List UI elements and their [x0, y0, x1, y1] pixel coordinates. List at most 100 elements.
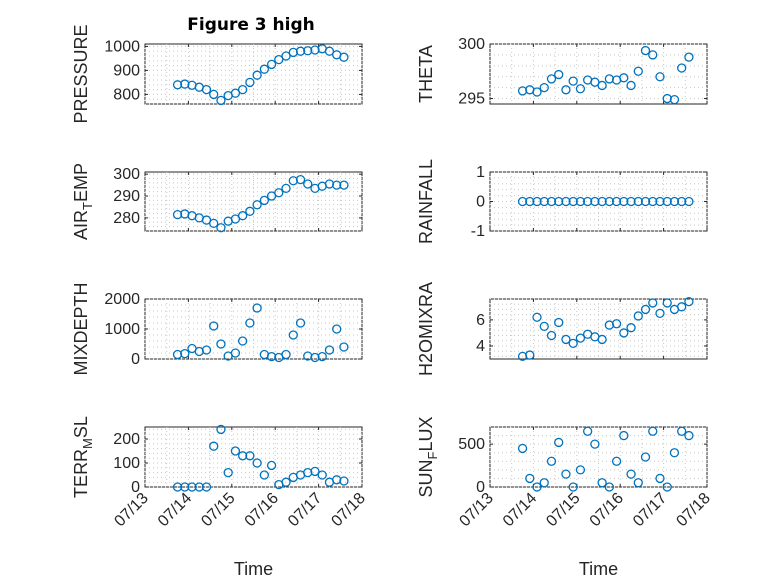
y-tick-label: 280 [113, 210, 140, 227]
x-tick-label: 07/17 [630, 490, 670, 530]
y-tick-label: 1000 [104, 321, 140, 338]
data-point [259, 195, 270, 206]
data-point [575, 465, 586, 475]
data-point [216, 95, 226, 106]
data-point [281, 349, 291, 360]
data-point [295, 174, 306, 185]
data-point [590, 439, 600, 449]
data-point [252, 458, 262, 468]
data-point [561, 196, 571, 207]
x-axis-label: Time [579, 559, 618, 579]
x-tick-label: 07/15 [198, 490, 238, 530]
data-point [281, 183, 291, 194]
data-point [274, 54, 284, 65]
y-tick-label: 800 [113, 86, 140, 103]
data-point [619, 328, 629, 338]
data-point [662, 298, 672, 308]
data-point [180, 348, 190, 359]
data-point [230, 446, 241, 456]
data-point [216, 223, 226, 233]
data-point [583, 426, 593, 436]
y-tick-label: 290 [113, 188, 140, 205]
data-point [597, 478, 607, 488]
data-point [590, 196, 600, 207]
data-point [252, 200, 262, 210]
x-tick-label: 07/14 [155, 490, 195, 530]
data-point [640, 304, 651, 315]
data-point [669, 94, 680, 105]
y-axis-label: MIXDEPTH [71, 282, 91, 375]
data-point [266, 351, 277, 362]
data-point [554, 196, 564, 207]
data-point [324, 345, 335, 355]
data-point [209, 218, 219, 229]
data-point [230, 88, 241, 98]
data-point [619, 73, 629, 83]
data-point [568, 76, 578, 86]
data-point [684, 296, 694, 307]
data-point [648, 196, 658, 207]
panel-theta: 295 300 THETA [416, 36, 708, 108]
data-point [648, 426, 658, 436]
data-point [655, 473, 665, 484]
data-point [245, 77, 255, 88]
data-point [194, 482, 204, 492]
y-axis-label: RAINFALL [416, 159, 436, 244]
data-point [216, 424, 226, 435]
y-axis-label: SUNFLUX [416, 417, 440, 498]
y-tick-label: 100 [113, 455, 140, 472]
panel-rainfall: -1 0 1 RAINFALL [416, 159, 708, 244]
data-point [677, 302, 687, 312]
data-point [655, 196, 665, 207]
data-point [626, 323, 636, 333]
data-point [633, 478, 643, 488]
data-point [561, 469, 571, 479]
data-point [546, 74, 557, 84]
data-point [223, 467, 233, 478]
data-point [288, 330, 298, 340]
y-tick-label: 300 [113, 166, 140, 183]
data-point [604, 196, 614, 207]
data-point [266, 460, 277, 471]
data-point [554, 317, 564, 328]
data-point [172, 80, 183, 90]
data-point [317, 470, 327, 480]
data-point [662, 93, 672, 104]
y-axis-label: H2OMIXRA [416, 282, 436, 376]
data-point [575, 196, 586, 207]
data-point [295, 46, 306, 56]
y-tick-label: 4 [476, 338, 485, 355]
data-point [640, 452, 651, 462]
data-point [245, 206, 255, 216]
data-point [245, 318, 255, 328]
y-tick-label: 6 [476, 312, 485, 329]
data-point [201, 482, 212, 492]
data-point [648, 298, 658, 308]
data-point [648, 50, 658, 60]
data-point [172, 349, 183, 360]
data-point [546, 330, 557, 341]
data-point [517, 86, 528, 96]
data-point [310, 466, 320, 477]
x-tick-label: 07/14 [500, 490, 540, 530]
data-point [561, 85, 571, 95]
data-point [611, 456, 622, 466]
data-point [597, 80, 607, 91]
data-point [281, 51, 291, 61]
data-point [669, 196, 680, 207]
y-axis-label: TERRMSL [71, 416, 95, 498]
data-point [633, 66, 643, 76]
data-point [180, 482, 190, 492]
data-point [259, 64, 270, 74]
data-point [677, 196, 687, 207]
data-point [339, 342, 349, 352]
data-point [640, 45, 651, 56]
data-point [626, 80, 636, 91]
data-point [684, 52, 694, 62]
data-point [532, 312, 542, 322]
data-point [662, 196, 672, 207]
data-point [532, 482, 542, 492]
data-point [332, 180, 342, 190]
data-point [230, 348, 241, 358]
data-point [575, 84, 586, 94]
